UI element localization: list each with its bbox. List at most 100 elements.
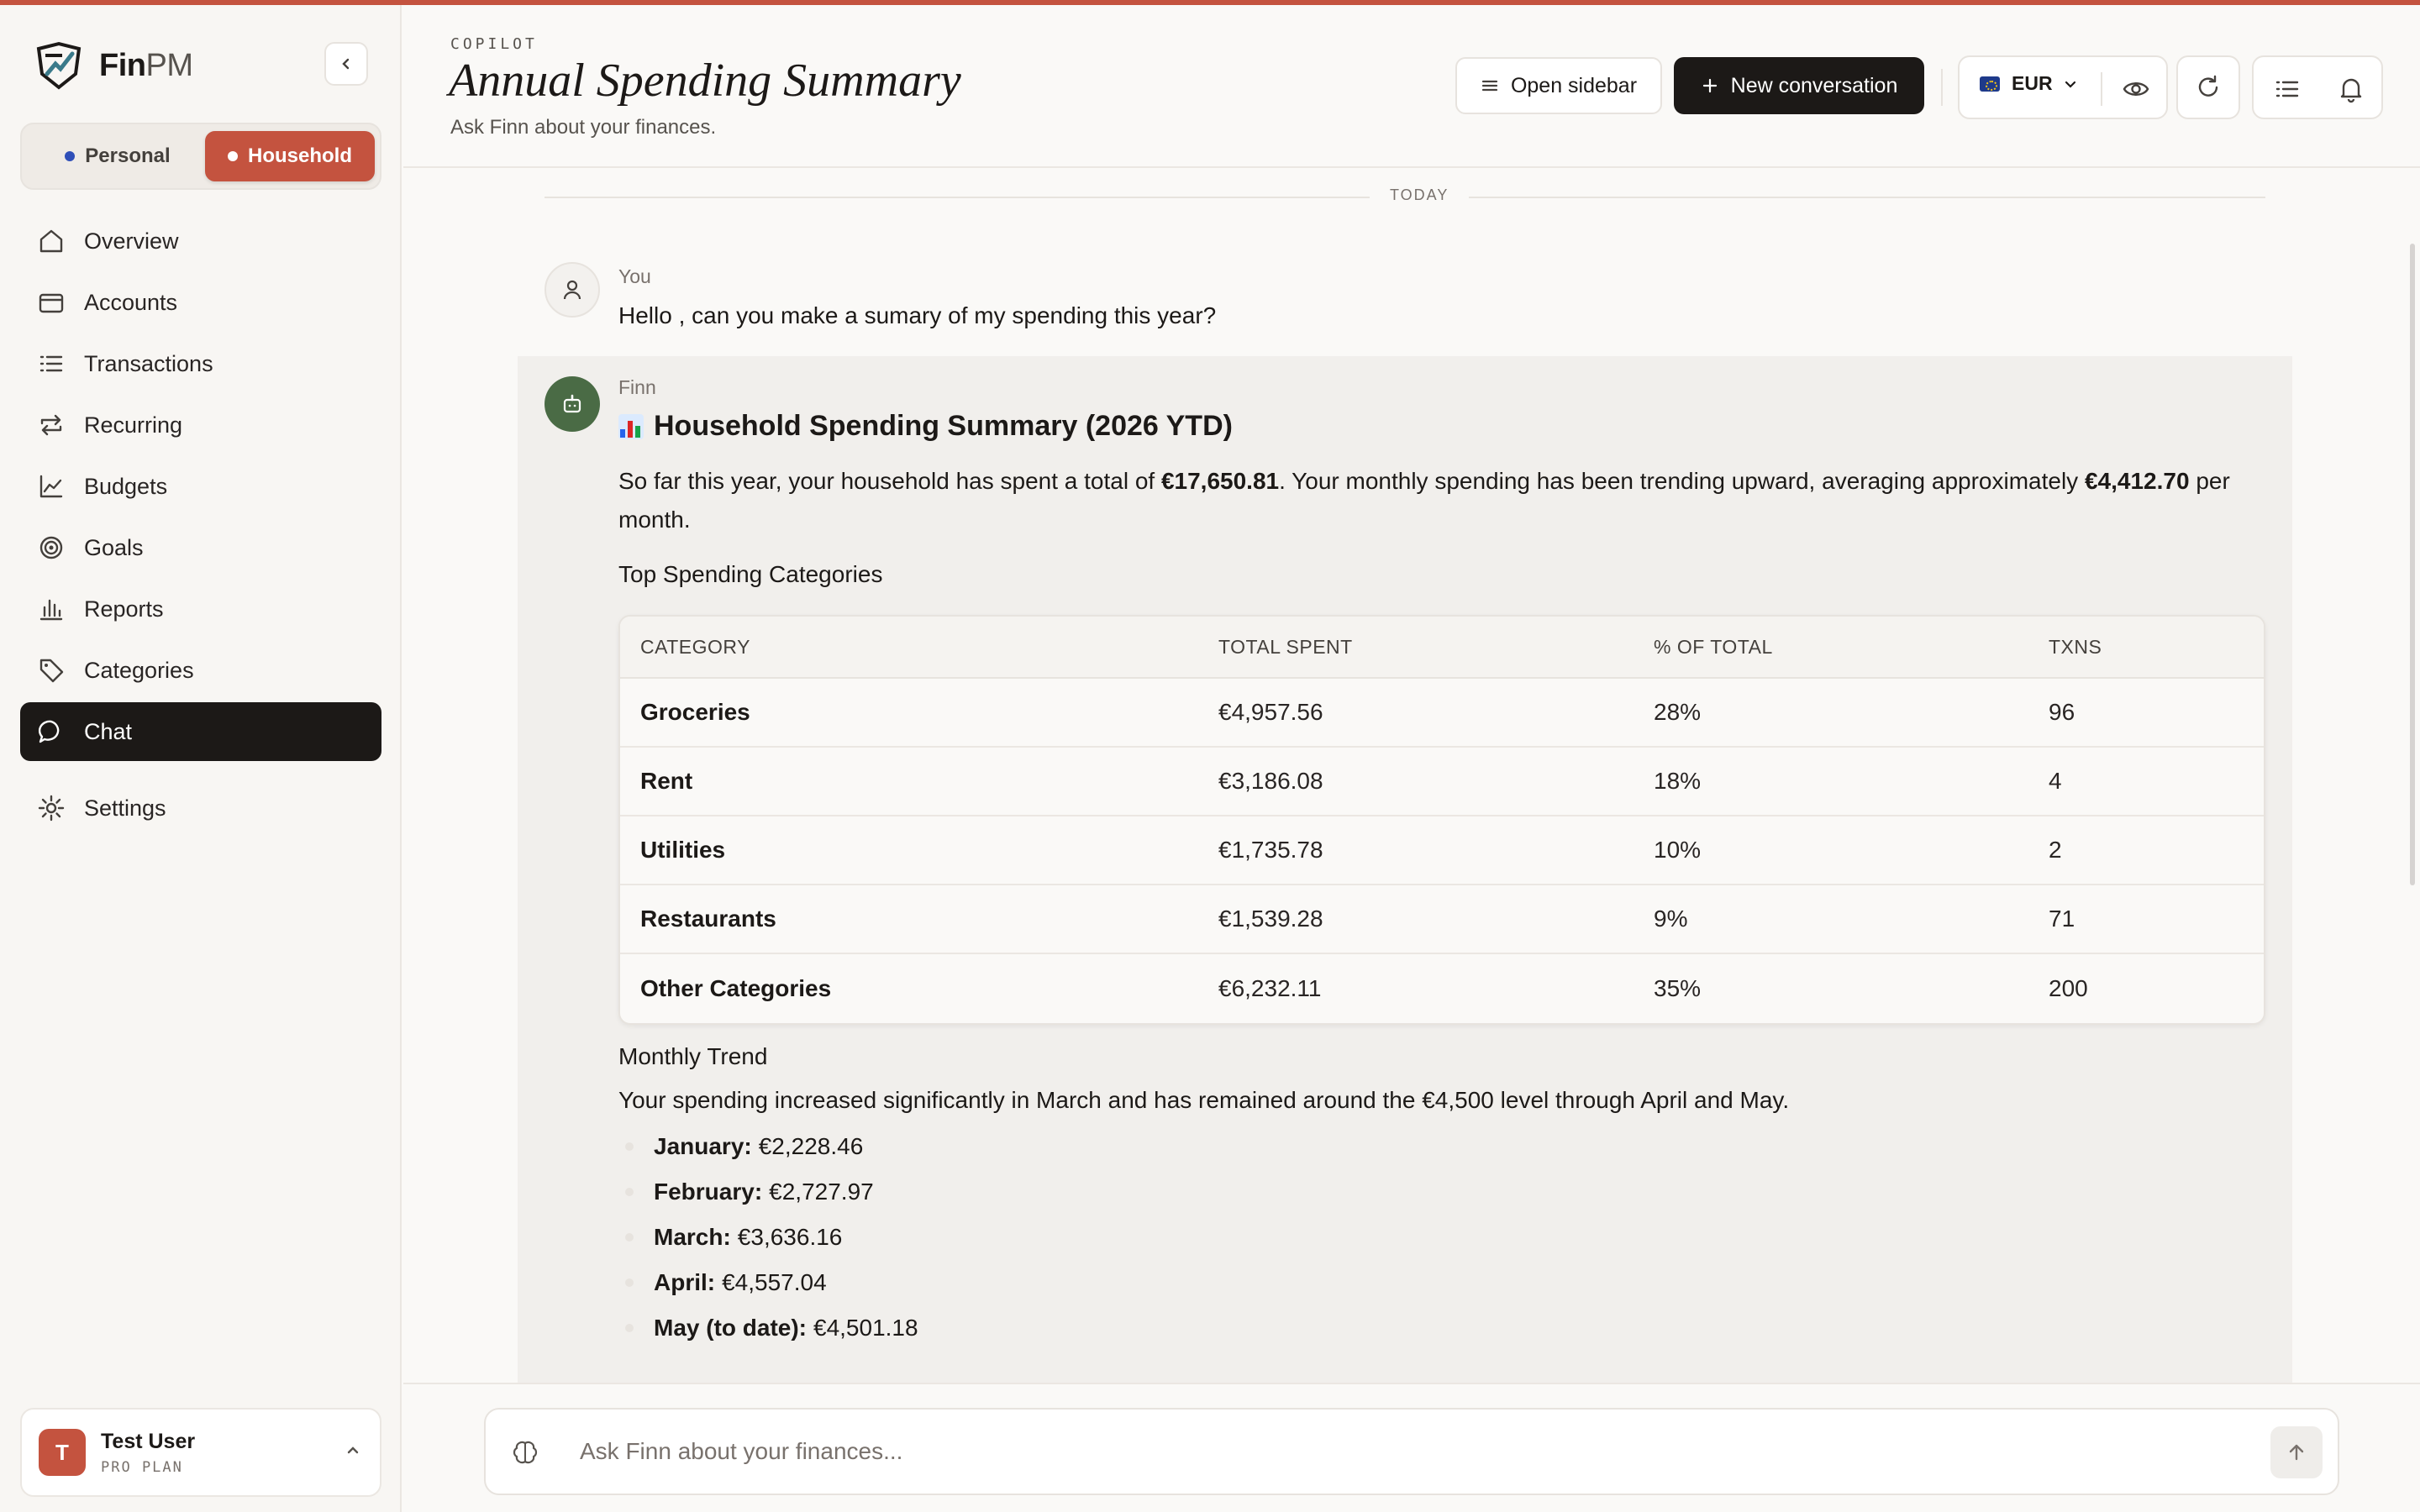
total-spent-value: €17,650.81 [1160,468,1280,494]
list-item: April: €4,557.04 [618,1260,918,1305]
percent-cell: 35% [1654,975,1702,1001]
new-conversation-button[interactable]: New conversation [1674,57,1924,114]
txns-cell: 2 [2049,837,2062,863]
table-row: Groceries €4,957.56 28% 96 [620,679,2264,748]
eu-flag-icon [1980,76,2000,92]
composer-area [403,1383,2420,1512]
utility-toolbar [2252,55,2383,119]
txns-cell: 200 [2049,975,2088,1001]
sidebar-item-accounts[interactable]: Accounts [20,273,381,332]
column-header: CATEGORY [640,635,750,658]
bell-icon[interactable] [2336,74,2366,104]
sidebar-item-settings[interactable]: Settings [20,779,381,837]
chat-composer [484,1408,2339,1495]
arrow-up-icon [2289,1444,2304,1461]
workspace-switch: Personal Household [20,123,381,190]
scrollbar[interactable] [2410,244,2415,885]
date-divider-label: TODAY [1370,186,1470,204]
percent-cell: 28% [1654,699,1702,725]
sidebar-item-categories[interactable]: Categories [20,641,381,700]
sidebar-item-label: Reports [84,596,164,622]
target-icon [39,536,63,559]
total-cell: €1,735.78 [1218,837,1323,863]
open-sidebar-button[interactable]: Open sidebar [1455,57,1662,114]
total-cell: €6,232.11 [1218,975,1322,1001]
list-icon [39,355,63,372]
table-row: Other Categories €6,232.11 35% 200 [620,954,2264,1023]
category-cell: Rent [640,768,693,794]
sidebar-item-label: Settings [84,795,166,821]
user-avatar [544,262,600,318]
open-sidebar-label: Open sidebar [1510,73,1638,97]
sidebar-item-reports[interactable]: Reports [20,580,381,638]
send-button[interactable] [2270,1426,2323,1478]
page-eyebrow: COPILOT [450,35,538,53]
sidebar-item-label: Goals [84,534,144,560]
sidebar-item-label: Transactions [84,350,213,376]
page-title: Annual Spending Summary [449,55,961,107]
chevron-up-icon [347,1446,359,1454]
wallet-icon [39,293,64,313]
txns-cell: 4 [2049,768,2062,794]
bar-chart-icon [39,599,63,621]
table-row: Utilities €1,735.78 10% 2 [620,816,2264,885]
list-item: January: €2,228.46 [618,1124,918,1169]
currency-select[interactable]: EUR [1980,72,2080,95]
toolbar-divider [2101,72,2102,106]
list-item: February: €2,727.97 [618,1169,918,1215]
user-message-text: Hello , can you make a sumary of my spen… [618,302,1217,328]
logo-text: FinPM [99,47,193,83]
txns-cell: 96 [2049,699,2075,725]
toolbar-divider [1941,69,1943,106]
assistant-intro: So far this year, your household has spe… [618,468,2230,533]
page-header: COPILOT Annual Spending Summary Ask Finn… [403,5,2420,168]
category-cell: Utilities [640,837,726,863]
bar-chart-icon [618,413,644,439]
user-menu[interactable]: T Test User PRO PLAN [20,1408,381,1497]
sidebar-item-budgets[interactable]: Budgets [20,457,381,516]
personal-option[interactable]: Personal [42,131,193,181]
message-icon [38,720,60,743]
eye-icon[interactable] [2121,74,2151,104]
average-spent-value: €4,412.70 [2084,468,2190,494]
user-name: Test User [101,1429,196,1453]
sidebar-item-recurring[interactable]: Recurring [20,396,381,454]
brain-icon[interactable] [511,1438,539,1467]
table-row: Rent €3,186.08 18% 4 [620,748,2264,816]
sidebar-item-chat[interactable]: Chat [20,702,381,761]
home-icon [39,229,63,253]
bot-icon [563,394,581,413]
household-dot-icon [228,151,238,161]
column-header: % OF TOTAL [1654,635,1773,658]
message-author: Finn [618,376,656,398]
percent-cell: 10% [1654,837,1702,863]
sidebar-item-label: Overview [84,228,179,254]
page-subtitle: Ask Finn about your finances. [450,116,717,139]
column-header: TOTAL SPENT [1218,635,1353,658]
user-plan: PRO PLAN [101,1458,183,1476]
repeat-icon [40,414,62,436]
app-logo[interactable]: FinPM [34,40,193,91]
list-icon[interactable] [2272,74,2302,104]
categories-title: Top Spending Categories [618,561,883,587]
category-cell: Other Categories [640,975,832,1001]
sidebar-item-transactions[interactable]: Transactions [20,334,381,393]
sidebar-item-goals[interactable]: Goals [20,518,381,577]
collapse-sidebar-button[interactable] [324,42,368,86]
refresh-button[interactable] [2176,55,2240,119]
chat-input[interactable] [580,1433,2176,1470]
sidebar-item-label: Recurring [84,412,183,438]
chevron-left-icon [342,58,350,70]
personal-label: Personal [85,144,171,167]
sidebar-nav: Overview Accounts Transactions Recurring… [20,212,381,840]
logo-icon [36,41,82,90]
list-item: March: €3,636.16 [618,1215,918,1260]
currency-label: EUR [2012,72,2053,94]
total-cell: €4,957.56 [1218,699,1323,725]
sidebar-item-overview[interactable]: Overview [20,212,381,270]
household-label: Household [248,144,352,167]
total-cell: €3,186.08 [1218,768,1323,794]
top-accent-bar [0,0,2420,5]
household-option[interactable]: Household [205,131,375,181]
new-conversation-label: New conversation [1730,73,1898,97]
